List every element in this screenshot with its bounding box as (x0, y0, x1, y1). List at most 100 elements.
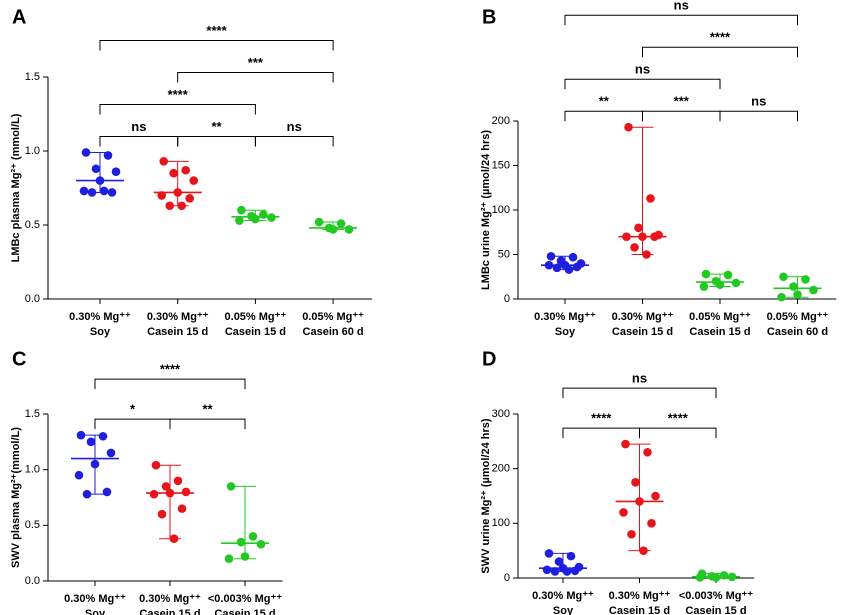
data-point (107, 188, 117, 197)
data-point (647, 519, 656, 528)
significance-label: *** (248, 55, 264, 70)
data-point (801, 275, 810, 284)
y-tick-label: 0 (504, 572, 510, 584)
data-point (550, 567, 560, 576)
significance-bracket (99, 39, 334, 51)
significance-bracket (177, 71, 334, 83)
x-tick-label: Casein 60 d (767, 326, 828, 338)
data-point (181, 487, 191, 497)
x-tick-label: 0.05% Mg⁺⁺ (225, 311, 287, 323)
y-tick-label: 50 (498, 248, 510, 260)
significance-bracket (177, 135, 256, 147)
significance-bracket (99, 103, 256, 115)
data-point (731, 278, 741, 288)
data-point (621, 439, 630, 449)
data-point (91, 164, 101, 174)
x-tick-label: Casein 15 d (685, 605, 746, 615)
data-point (256, 539, 266, 549)
significance-label: **** (168, 87, 189, 102)
panel-letter: C (12, 348, 26, 370)
data-point (76, 430, 86, 440)
significance-label: ** (211, 119, 222, 134)
x-tick-label: 0.30% Mg⁺⁺ (69, 311, 131, 323)
significance-label: **** (206, 23, 227, 38)
y-tick-label: 1.5 (25, 408, 40, 420)
y-tick-label: 100 (492, 204, 510, 216)
x-tick-label: Casein 15 d (147, 326, 208, 338)
data-point (544, 260, 554, 270)
data-point (189, 176, 198, 185)
significance-label: ** (599, 94, 610, 109)
data-point (103, 151, 113, 160)
significance-bracket (564, 78, 721, 90)
significance-label: **** (710, 30, 731, 45)
x-tick-label: 0.30% Mg⁺⁺ (139, 593, 201, 605)
data-point (106, 448, 116, 458)
data-point (79, 186, 89, 196)
data-point (715, 280, 725, 290)
data-point (630, 243, 639, 252)
y-tick-label: 200 (492, 463, 510, 475)
data-point (564, 265, 574, 274)
panel-letter: B (482, 6, 496, 28)
data-point (87, 188, 97, 197)
x-tick-label: Soy (85, 608, 106, 615)
data-point (99, 186, 109, 196)
y-tick-label: 0.0 (25, 575, 40, 587)
data-point (566, 551, 576, 561)
data-point (639, 546, 648, 555)
x-tick-label: 0.05% Mg⁺⁺ (302, 311, 364, 323)
significance-bracket (254, 135, 334, 147)
significance-label: ns (632, 371, 647, 386)
data-point (248, 532, 258, 541)
significance-bracket (642, 110, 721, 122)
data-point (177, 504, 187, 513)
data-point (777, 292, 786, 302)
y-tick-label: 0 (504, 293, 510, 305)
data-point (631, 478, 640, 487)
significance-bracket (562, 427, 640, 439)
data-point (74, 470, 84, 480)
data-point (314, 217, 324, 227)
data-point (224, 554, 234, 564)
data-point (95, 176, 105, 185)
significance-label: ns (287, 119, 302, 134)
data-point (159, 157, 168, 166)
y-tick-label: 200 (492, 115, 510, 127)
significance-label: ns (674, 0, 689, 13)
data-point (185, 194, 194, 203)
data-point (173, 188, 182, 197)
panel-letter: A (12, 6, 26, 28)
y-tick-label: 1.5 (25, 71, 40, 83)
data-point (98, 431, 108, 441)
data-point (328, 225, 338, 234)
y-tick-label: 0.0 (25, 293, 40, 305)
x-tick-label: 0.30% Mg⁺⁺ (534, 311, 596, 323)
data-point (695, 573, 705, 582)
data-point (622, 232, 631, 241)
significance-label: ns (751, 94, 766, 109)
y-axis-label: SWV plasma Mg²⁺(mmol/L) (10, 427, 22, 568)
data-point (149, 489, 159, 499)
data-point (635, 497, 644, 506)
data-point (111, 167, 121, 177)
x-tick-label: Casein 15 d (139, 608, 200, 615)
significance-bracket (642, 46, 798, 58)
data-point (701, 269, 711, 279)
significance-bracket (99, 135, 179, 147)
x-tick-label: Casein 15 d (609, 605, 670, 615)
significance-bracket (564, 110, 643, 122)
y-tick-label: 150 (492, 159, 510, 171)
data-point (169, 168, 178, 178)
data-point (82, 489, 92, 499)
y-tick-label: 0.5 (25, 519, 40, 531)
x-tick-label: Casein 15 d (689, 326, 750, 338)
data-point (177, 201, 186, 211)
data-point (572, 262, 582, 272)
y-axis-label: LMBc urine Mg²⁺ (µmol/24 hrs) (480, 130, 492, 290)
data-point (562, 567, 572, 576)
data-point (779, 272, 788, 282)
data-point (235, 216, 244, 225)
x-tick-label: 0.05% Mg⁺⁺ (767, 311, 829, 323)
